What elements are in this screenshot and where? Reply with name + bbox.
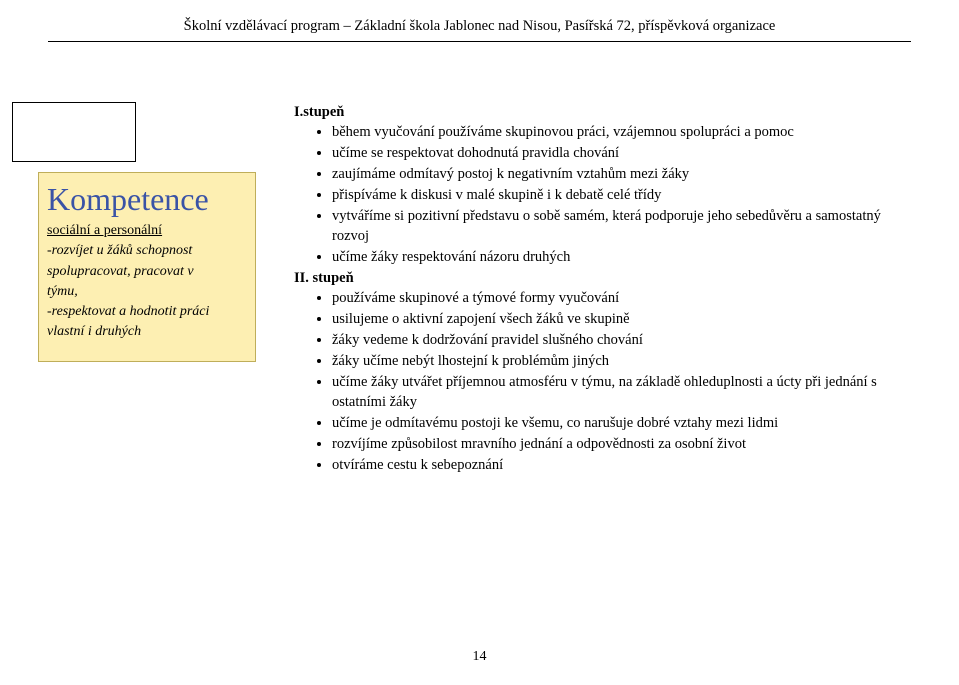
kompetence-heading: sociální a personální [47,223,162,238]
list-item: otvíráme cestu k sebepoznání [332,455,911,476]
list-item: žáky vedeme k dodržování pravidel slušné… [332,330,911,351]
kompetence-line: týmu, [47,282,247,302]
page-number: 14 [0,649,959,665]
right-column: I.stupeň během vyučování používáme skupi… [294,102,911,476]
kompetence-body: sociální a personální -rozvíjet u žáků s… [47,221,247,343]
document-header: Školní vzdělávací program – Základní ško… [48,18,911,41]
list-item: učíme je odmítavému postoji ke všemu, co… [332,413,911,434]
list-item: učíme se respektovat dohodnutá pravidla … [332,143,911,164]
list-item: přispíváme k diskusi v malé skupině i k … [332,185,911,206]
page: Školní vzdělávací program – Základní ško… [0,0,959,685]
list-item: rozvíjíme způsobilost mravního jednání a… [332,434,911,455]
stage1-list: během vyučování používáme skupinovou prá… [294,122,911,268]
list-item: vytváříme si pozitivní představu o sobě … [332,206,911,247]
content-row: Kompetence sociální a personální -rozvíj… [48,102,911,476]
kompetence-line: spolupracovat, pracovat v [47,262,247,282]
kompetence-line: vlastní i druhých [47,322,247,342]
empty-cell [12,102,136,162]
list-item: usilujeme o aktivní zapojení všech žáků … [332,309,911,330]
stage2-label: II. stupeň [294,268,911,288]
stage2-list: používáme skupinové a týmové formy vyučo… [294,288,911,476]
list-item: během vyučování používáme skupinovou prá… [332,122,911,143]
list-item: používáme skupinové a týmové formy vyučo… [332,288,911,309]
left-column: Kompetence sociální a personální -rozvíj… [48,164,278,362]
list-item: učíme žáky utvářet příjemnou atmosféru v… [332,372,911,413]
header-rule [48,41,911,42]
kompetence-title: Kompetence [47,183,247,215]
list-item: učíme žáky respektování názoru druhých [332,247,911,268]
stage1-label: I.stupeň [294,102,911,122]
list-item: žáky učíme nebýt lhostejní k problémům j… [332,351,911,372]
kompetence-card: Kompetence sociální a personální -rozvíj… [38,172,256,362]
kompetence-line: -respektovat a hodnotit práci [47,302,247,322]
list-item: zaujímáme odmítavý postoj k negativním v… [332,164,911,185]
kompetence-line: -rozvíjet u žáků schopnost [47,241,247,261]
